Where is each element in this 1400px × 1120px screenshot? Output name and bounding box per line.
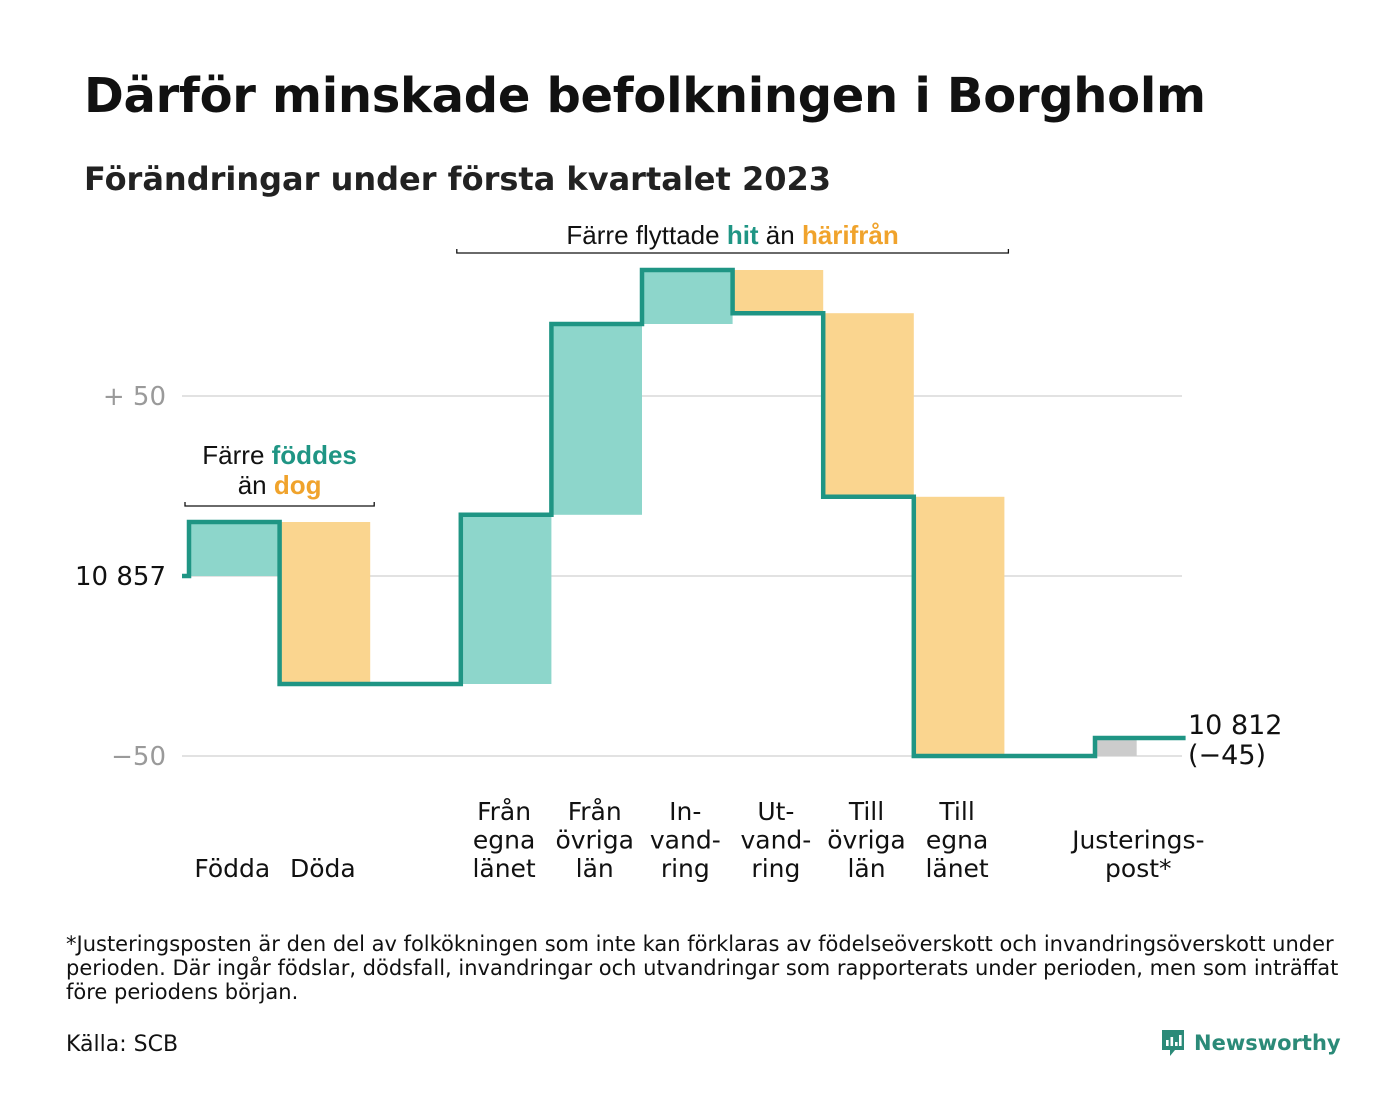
waterfall-bar — [642, 270, 733, 324]
category-label: egna — [926, 826, 988, 855]
annotation-part: Färre flyttade — [566, 220, 726, 250]
waterfall-bar — [279, 522, 371, 684]
waterfall-bar — [189, 522, 280, 576]
category-label: länet — [925, 854, 988, 883]
category-label: Från — [477, 797, 531, 826]
category-label: ring — [661, 854, 710, 883]
waterfall-bar — [913, 496, 1005, 756]
category-label: Från — [568, 797, 622, 826]
annotation-part: än — [238, 470, 274, 500]
end-value-label: (−45) — [1188, 740, 1266, 771]
brand[interactable]: Newsworthy — [1160, 1028, 1341, 1058]
y-tick-label: + 50 — [103, 382, 166, 412]
chart-title: Därför minskade befolkningen i Borgholm — [84, 68, 1206, 124]
category-label: Ut- — [757, 797, 794, 826]
waterfall-bar — [1095, 738, 1137, 756]
y-tick-label: 10 857 — [75, 562, 166, 592]
source-label: Källa: SCB — [66, 1032, 179, 1057]
waterfall-bar — [460, 514, 552, 684]
annotation-text: Färre flyttade hit än härifrån — [566, 220, 898, 250]
category-label: Till — [938, 797, 974, 826]
annotation-bracket — [184, 502, 375, 507]
waterfall-bar — [551, 324, 642, 515]
annotation-text: Färre föddes — [202, 440, 357, 470]
category-label: övriga — [827, 826, 906, 855]
category-label: Till — [848, 797, 884, 826]
category-label: Döda — [290, 854, 356, 883]
annotation-part: härifrån — [802, 220, 899, 250]
annotation-part: hit — [727, 220, 759, 250]
annotation-part: föddes — [272, 440, 357, 470]
category-label: vand- — [740, 826, 811, 855]
waterfall-bar — [823, 313, 914, 497]
annotation-part: än — [759, 220, 802, 250]
category-label: In- — [669, 797, 701, 826]
newsworthy-logo-icon — [1162, 1030, 1184, 1056]
cumulative-step-line — [182, 267, 1186, 759]
category-label: övriga — [555, 826, 634, 855]
category-label: Justerings- — [1070, 826, 1204, 855]
category-label: länet — [472, 854, 535, 883]
brand-name: Newsworthy — [1194, 1031, 1341, 1055]
category-label: post* — [1105, 854, 1172, 883]
category-label: Födda — [194, 854, 270, 883]
category-label: egna — [473, 826, 535, 855]
annotation-text: än dog — [238, 470, 322, 500]
end-value-label: 10 812 — [1188, 710, 1282, 741]
footnote: *Justeringsposten är den del av folkökni… — [66, 932, 1339, 1004]
category-label: vand- — [650, 826, 721, 855]
chart-subtitle: Förändringar under första kvartalet 2023 — [84, 160, 831, 198]
category-label: ring — [751, 854, 800, 883]
category-label: län — [576, 854, 614, 883]
annotation-bracket — [456, 249, 1010, 254]
y-tick-label: −50 — [111, 742, 166, 772]
category-label: län — [847, 854, 885, 883]
annotation-part: Färre — [202, 440, 271, 470]
waterfall-bar — [732, 270, 824, 314]
annotation-part: dog — [274, 470, 322, 500]
